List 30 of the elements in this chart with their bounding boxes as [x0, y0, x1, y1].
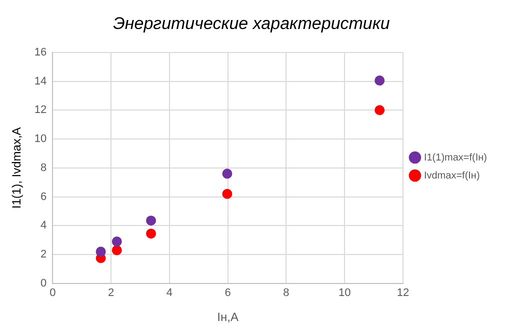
point: [222, 168, 232, 179]
point: [112, 236, 122, 247]
y-tick-label: 4: [40, 220, 47, 232]
point: [222, 188, 232, 199]
chart-title: Энергитические характеристики: [113, 14, 390, 33]
x-tick-label: 10: [338, 287, 351, 300]
y-tick-label: 6: [40, 190, 47, 203]
point: [112, 245, 122, 256]
y-tick-label: 10: [34, 133, 47, 146]
point: [96, 246, 106, 257]
point: [146, 216, 156, 226]
point: [374, 105, 385, 116]
y-tick-label: 16: [34, 46, 47, 58]
x-tick-label: 2: [108, 287, 114, 300]
legend-label: I1(1)max=f(Iн): [424, 152, 488, 164]
x-tick-label: 8: [283, 287, 290, 300]
y-tick-label: 2: [40, 248, 47, 261]
point: [374, 76, 385, 86]
point: [146, 228, 156, 239]
legend-label: Ivdmax=f(Iн): [424, 170, 480, 182]
x-tick-label: 12: [396, 287, 410, 300]
y-tick-label: 14: [34, 75, 47, 88]
x-axis-title: Iн,A: [217, 310, 238, 324]
x-tick-label: 4: [166, 287, 172, 300]
y-axis-title: I1(1), Ivdmax,A: [10, 127, 24, 209]
x-tick-label: 6: [224, 287, 231, 300]
x-tick-label: 0: [50, 287, 56, 300]
y-tick-label: 12: [34, 104, 47, 116]
y-tick-label: 0: [40, 277, 47, 290]
y-tick-label: 8: [40, 162, 47, 174]
